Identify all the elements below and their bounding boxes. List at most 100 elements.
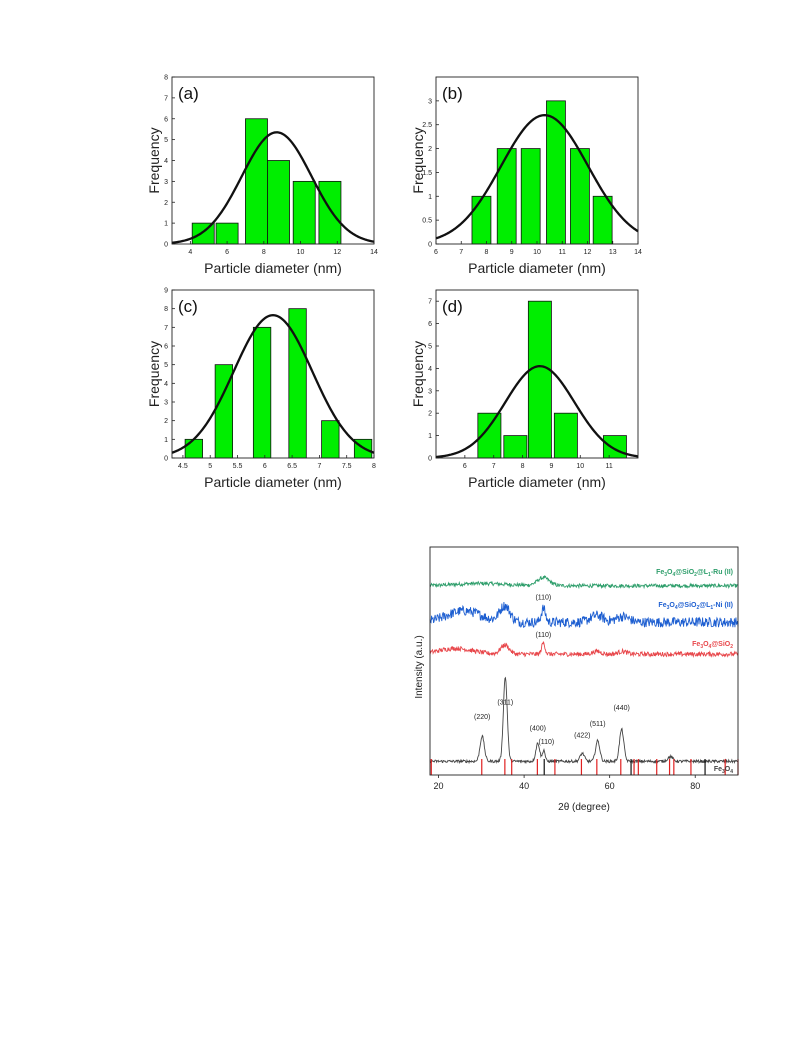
series-label-part: 4 (709, 644, 712, 650)
series-label-part: 4 (730, 769, 733, 775)
y-axis-label: Frequency (146, 341, 162, 407)
y-tick-label: 5 (428, 344, 432, 351)
series-label-part: O (669, 602, 675, 609)
histogram-bar (527, 300, 552, 459)
histogram-panel: 6 7 8 9 10 11 0 1 2 3 4 5 6 7 Particle diameter (nm) Fr… (410, 289, 639, 490)
x-axis-label: Particle diameter (nm) (204, 260, 342, 276)
gaussian-fit-curve (435, 365, 639, 459)
histogram-bar (471, 195, 492, 245)
series-label-part: Fe (714, 766, 722, 773)
y-axis-label: Frequency (410, 341, 426, 407)
y-tick-label: 8 (164, 75, 168, 82)
x-tick-label: 10 (576, 463, 584, 470)
series-label-part: 4 (675, 605, 678, 611)
y-tick-label: 2 (428, 411, 432, 418)
y-tick-label: 2 (428, 146, 432, 153)
peak-label: (220) (474, 714, 490, 721)
peak-label: (110) (538, 739, 554, 746)
series-label-part: 1 (708, 572, 711, 578)
x-tick-label: 20 (434, 781, 444, 791)
y-tick-label: 6 (428, 321, 432, 328)
y-tick-label: 6 (164, 116, 168, 123)
series-label-part: 3 (700, 644, 703, 650)
histogram-bar (267, 160, 290, 245)
peak-label: (511) (590, 721, 606, 728)
histogram-bar (318, 180, 342, 245)
histogram-bar (503, 435, 528, 459)
panel-label: (c) (178, 297, 198, 316)
xrd-pattern-line (429, 574, 739, 590)
y-tick-label: 1 (428, 194, 432, 201)
y-tick-label: 5 (164, 362, 168, 369)
plot-frame (429, 546, 739, 776)
series-label-part: @SiO (675, 569, 694, 576)
series-label: Fe3O4@SiO2 (692, 641, 733, 650)
y-tick-label: 0 (428, 456, 432, 463)
x-tick-label: 14 (370, 249, 378, 256)
x-tick-label: 7 (317, 463, 321, 470)
series-label-part: 2 (697, 605, 700, 611)
histogram-bar (553, 412, 578, 459)
gaussian-fit-curve (171, 131, 375, 244)
x-tick-label: 6 (263, 463, 267, 470)
y-tick-label: 7 (428, 299, 432, 306)
y-tick-label: 2 (164, 418, 168, 425)
y-axis-label: Frequency (146, 127, 162, 193)
y-tick-label: 8 (164, 306, 168, 313)
x-tick-label: 6 (225, 249, 229, 256)
x-tick-label: 5 (208, 463, 212, 470)
x-tick-label: 8 (372, 463, 376, 470)
y-tick-label: 0 (164, 242, 168, 249)
series-label-part: 3 (664, 572, 667, 578)
y-tick-label: 1 (428, 433, 432, 440)
histogram-bar (252, 326, 272, 459)
y-tick-label: 6 (164, 344, 168, 351)
peak-label: (311) (497, 699, 513, 706)
series-label-part: O (703, 641, 709, 648)
histogram-bar (292, 180, 316, 245)
y-tick-label: 9 (164, 288, 168, 295)
y-tick-label: 5 (164, 137, 168, 144)
series-label: Fe3O4@SiO2@L1-Ru (II) (656, 569, 733, 578)
series-label-part: 4 (672, 572, 675, 578)
y-tick-label: 7 (164, 95, 168, 102)
gaussian-fit-curve (435, 114, 639, 240)
series-label-part: @SiO (711, 641, 730, 648)
x-tick-label: 8 (521, 463, 525, 470)
x-tick-label: 9 (510, 249, 514, 256)
peak-label: (440) (613, 705, 629, 712)
y-tick-label: 3 (428, 388, 432, 395)
x-tick-label: 40 (519, 781, 529, 791)
x-tick-label: 8 (485, 249, 489, 256)
y-tick-label: 3 (164, 179, 168, 186)
histogram-bar (496, 148, 517, 245)
xrd-pattern-line (429, 641, 739, 659)
histogram-bar (245, 118, 268, 245)
peak-label: (110) (535, 632, 551, 639)
peak-label: (110) (535, 594, 551, 601)
y-tick-label: 1.5 (422, 170, 432, 177)
series-label-part: 3 (722, 769, 725, 775)
series-label-part: 3 (667, 605, 670, 611)
xrd-panel: (220) (311) (400) (110) (422)(511) (440) (110)… (414, 546, 739, 813)
histogram-bar (215, 222, 239, 245)
y-tick-label: 3 (164, 400, 168, 407)
x-tick-label: 6 (434, 249, 438, 256)
x-axis-label: Particle diameter (nm) (468, 474, 606, 490)
x-tick-label: 6 (463, 463, 467, 470)
peak-label: (400) (530, 726, 546, 733)
x-tick-label: 9 (549, 463, 553, 470)
histogram-bar (602, 435, 627, 459)
histogram-bar (520, 148, 541, 245)
x-tick-label: 80 (690, 781, 700, 791)
xrd-pattern-line (429, 676, 739, 765)
y-tick-label: 1 (164, 221, 168, 228)
y-tick-label: 7 (164, 325, 168, 332)
series-label-part: @SiO (678, 602, 697, 609)
x-tick-label: 13 (609, 249, 617, 256)
xrd-pattern-line (429, 601, 739, 629)
y-tick-label: 2.5 (422, 122, 432, 129)
